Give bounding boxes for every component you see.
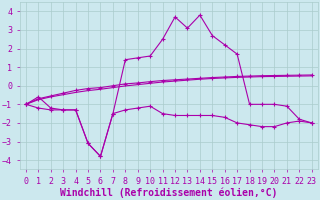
X-axis label: Windchill (Refroidissement éolien,°C): Windchill (Refroidissement éolien,°C) — [60, 187, 277, 198]
